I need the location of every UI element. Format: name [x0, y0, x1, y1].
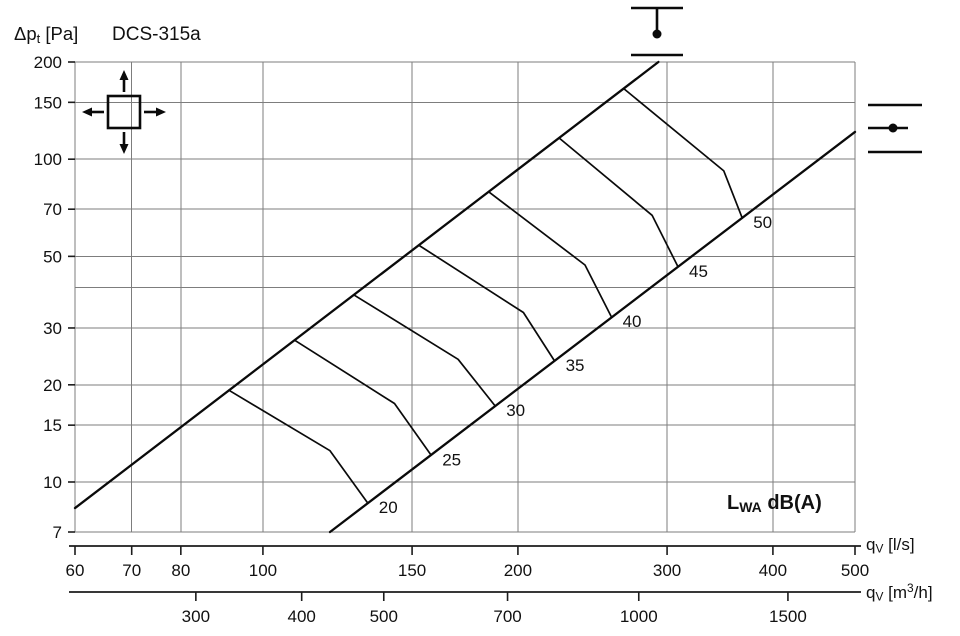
arrow-down	[119, 144, 129, 154]
four-way-throw-icon	[82, 70, 166, 154]
y-tick-label: 150	[34, 93, 62, 112]
y-tick-label: 70	[43, 200, 62, 219]
x-tick-label-m3h: 300	[182, 607, 210, 626]
noise-curve-25	[294, 339, 432, 456]
envelope-line-lower	[328, 130, 857, 534]
x-tick-label-m3h: 1000	[620, 607, 658, 626]
y-tick-label: 100	[34, 150, 62, 169]
y-axis-label: Δpt [Pa]	[14, 23, 79, 46]
y-tick-label: 30	[43, 319, 62, 338]
x-tick-label-ls: 80	[171, 561, 190, 580]
noise-curve-45	[559, 137, 679, 268]
legend-symbol-sub: WA	[739, 499, 762, 516]
noise-curve-label: 20	[379, 498, 398, 517]
x-tick-label-ls: 200	[504, 561, 532, 580]
noise-curve-30	[353, 294, 496, 407]
y-axis-symbol-sub: t	[36, 30, 41, 46]
x-tick-label-ls: 500	[841, 561, 869, 580]
noise-curve-label: 50	[753, 213, 772, 232]
y-tick-label: 50	[43, 247, 62, 266]
x-axis-secondary-unit-label: qV [m3/h]	[866, 581, 933, 604]
x-tick-label-ls: 60	[66, 561, 85, 580]
arrow-right	[156, 107, 166, 117]
probe-dot	[888, 123, 898, 133]
x-tick-label-m3h: 700	[493, 607, 521, 626]
noise-curve-label: 45	[689, 262, 708, 281]
y-tick-label: 20	[43, 376, 62, 395]
noise-curve-label: 25	[442, 450, 461, 469]
y-axis-unit: [Pa]	[40, 23, 79, 44]
legend-symbol: L	[727, 492, 740, 514]
y-tick-label: 7	[53, 523, 62, 542]
x2-unit-post: /h]	[913, 582, 933, 602]
x-tick-label-m3h: 1500	[769, 607, 807, 626]
x1-symbol-sub: V	[875, 541, 884, 556]
legend-label: LWA dB(A)	[727, 492, 822, 515]
noise-curve-label: 40	[623, 312, 642, 331]
y-axis-symbol: Δp	[14, 23, 37, 44]
noise-curve-50	[623, 88, 743, 219]
arrow-left	[82, 107, 92, 117]
noise-curve-35	[418, 244, 556, 362]
x2-unit-sup: 3	[907, 581, 914, 595]
unit-square	[106, 94, 142, 130]
envelope-line-upper	[73, 60, 660, 510]
x2-unit-pre: [m	[883, 582, 908, 602]
y-tick-label: 15	[43, 416, 62, 435]
probe-dot	[652, 29, 662, 39]
x-axis-primary-unit-label: qV [l/s]	[866, 535, 915, 556]
x2-symbol: q	[866, 582, 876, 602]
x-tick-label-ls: 70	[122, 561, 141, 580]
x1-unit: [l/s]	[883, 535, 915, 554]
y-tick-label: 200	[34, 53, 62, 72]
x-tick-label-ls: 150	[398, 561, 426, 580]
legend-unit: dB(A)	[761, 492, 822, 514]
arrow-up	[119, 70, 129, 80]
noise-curve-label: 30	[506, 401, 525, 420]
x-tick-label-m3h: 400	[287, 607, 315, 626]
noise-curve-20	[227, 389, 369, 504]
x-tick-label-ls: 300	[653, 561, 681, 580]
x-tick-label-ls: 100	[249, 561, 277, 580]
duct-probe-side-icon	[868, 103, 922, 154]
chart-title: DCS-315a	[112, 24, 201, 45]
x1-symbol: q	[866, 535, 876, 554]
x-tick-label-ls: 400	[759, 561, 787, 580]
y-tick-label: 10	[43, 473, 62, 492]
duct-probe-top-icon	[631, 6, 683, 57]
noise-curve-label: 35	[566, 356, 585, 375]
x-tick-label-m3h: 500	[370, 607, 398, 626]
x2-symbol-sub: V	[875, 589, 884, 604]
noise-curve-40	[488, 191, 613, 318]
